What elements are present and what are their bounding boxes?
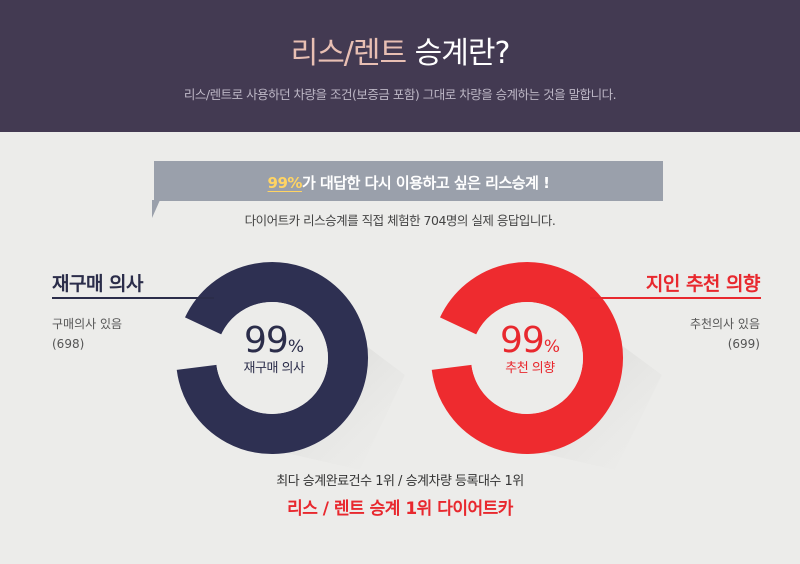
referral-desc-line1: 추천의사 있음 xyxy=(689,317,760,331)
left-donut-arc xyxy=(176,262,368,454)
referral-percent-unit: % xyxy=(543,337,560,357)
left-donut-hole xyxy=(216,302,328,414)
page-title-rest: 승계란? xyxy=(406,36,511,71)
referral-percent-label: 추천 의향 xyxy=(505,361,555,376)
referral-count: (699) xyxy=(727,337,760,351)
repurchase-percent: 99% 재구매 의사 xyxy=(204,320,344,376)
referral-title-underline xyxy=(590,297,761,299)
repurchase-count: (698) xyxy=(52,337,85,351)
referral-desc: 추천의사 있음 (699) xyxy=(690,314,760,354)
header-banner: 리스/렌트 승계란? 리스/렌트로 사용하던 차량을 조건(보증금 포함) 그대… xyxy=(0,0,800,132)
repurchase-desc-line1: 구매의사 있음 xyxy=(52,317,123,331)
referral-title: 지인 추천 의향 xyxy=(645,273,761,295)
footer-slogan: 리스 / 렌트 승계 1위 다이어트카 xyxy=(287,499,513,519)
repurchase-title: 재구매 의사 xyxy=(52,273,144,295)
speech-banner-tail xyxy=(152,200,168,218)
repurchase-desc: 구매의사 있음 (698) xyxy=(52,314,122,354)
repurchase-percent-unit: % xyxy=(287,337,304,357)
footer-ranking: 최다 승계완료건수 1위 / 승계차량 등록대수 1위 xyxy=(276,474,524,489)
speech-banner xyxy=(154,161,663,201)
survey-note: 다이어트카 리스승계를 직접 체험한 704명의 실제 응답입니다. xyxy=(244,213,556,228)
speech-banner-text: 99%가 대답한 다시 이용하고 싶은 리스승계 ! xyxy=(154,172,663,193)
referral-percent-number: 99 xyxy=(500,320,545,361)
repurchase-percent-label: 재구매 의사 xyxy=(243,361,305,376)
page-title-accent: 리스/렌트 xyxy=(290,36,408,71)
banner-message: 가 대답한 다시 이용하고 싶은 리스승계 ! xyxy=(301,174,550,192)
page-subtitle: 리스/렌트로 사용하던 차량을 조건(보증금 포함) 그대로 차량을 승계하는 … xyxy=(183,87,617,102)
page-title: 리스/렌트 승계란? xyxy=(0,28,800,72)
repurchase-title-underline xyxy=(52,297,214,299)
right-donut-arc xyxy=(431,262,623,454)
repurchase-percent-number: 99 xyxy=(244,320,289,361)
referral-percent: 99% 추천 의향 xyxy=(460,320,600,376)
right-donut-hole xyxy=(471,302,583,414)
banner-highlight: 99% xyxy=(267,174,303,192)
